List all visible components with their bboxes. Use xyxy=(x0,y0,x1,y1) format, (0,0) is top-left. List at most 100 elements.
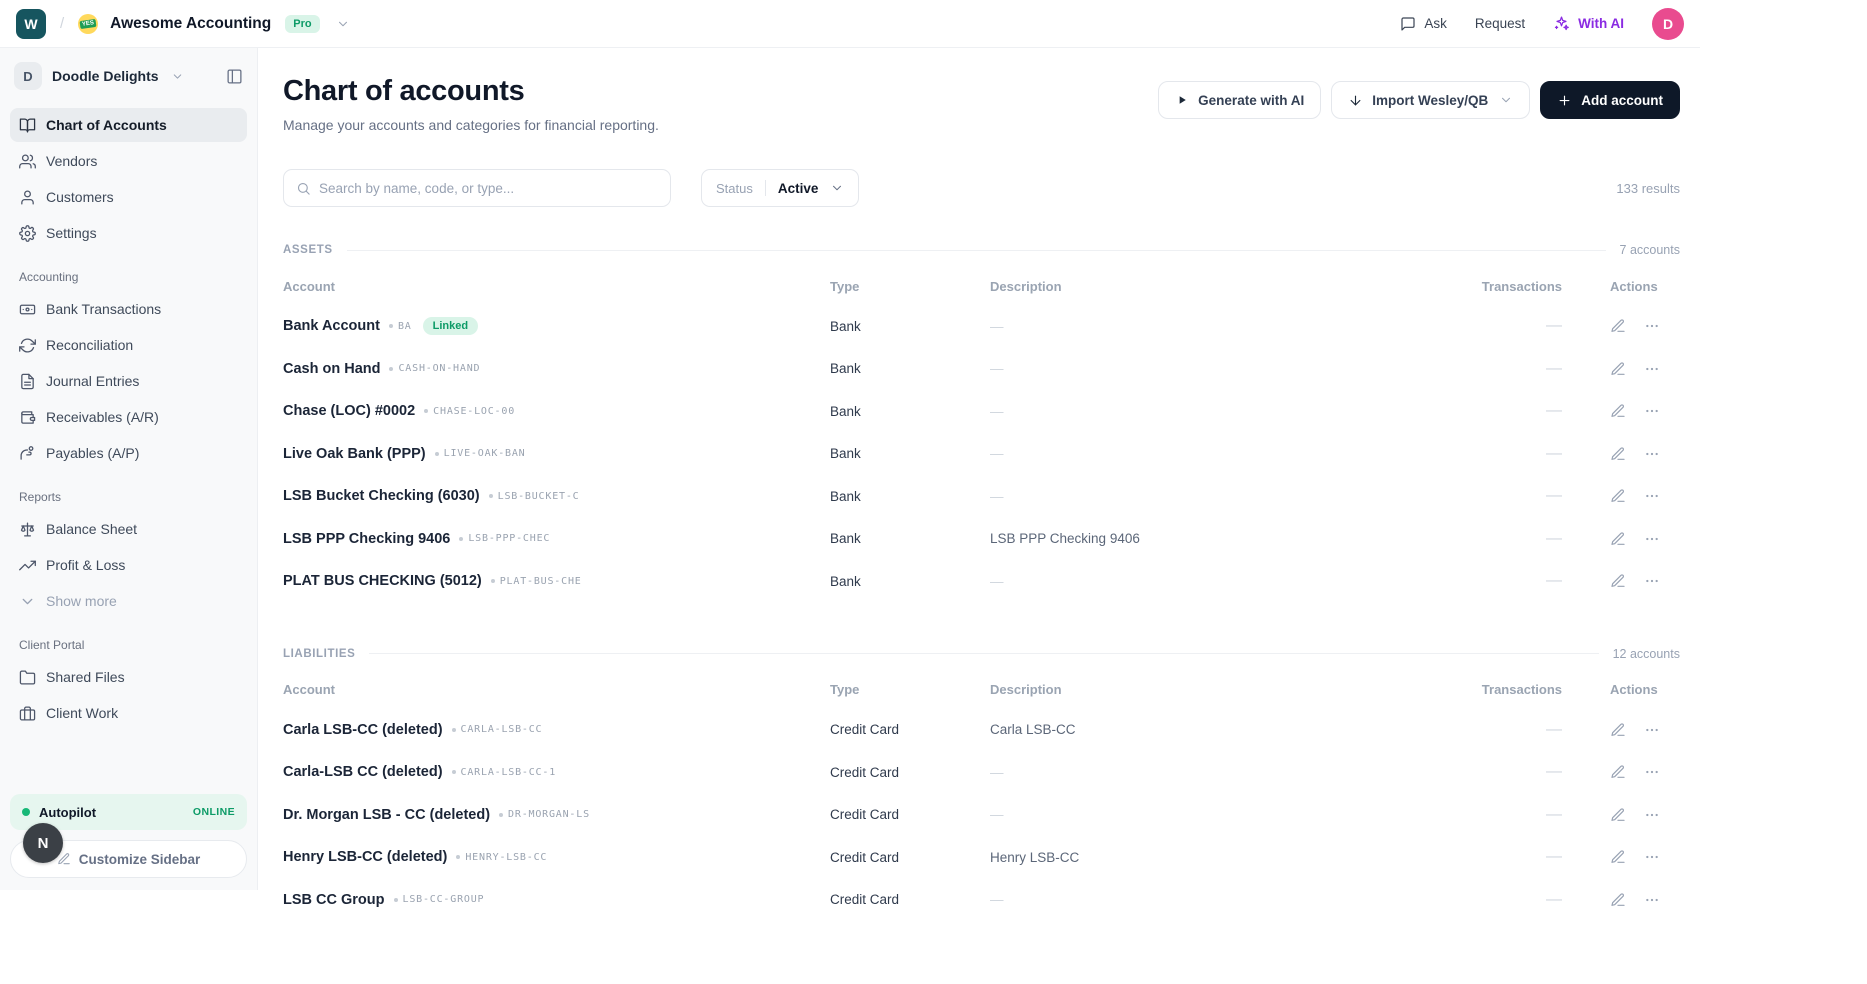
search-box[interactable] xyxy=(283,169,671,207)
bullet-icon xyxy=(388,324,393,329)
account-transactions: — xyxy=(1546,890,1562,908)
book-open-icon xyxy=(19,117,36,134)
import-button[interactable]: Import Wesley/QB xyxy=(1331,81,1531,119)
sidebar-item-show-more[interactable]: Show more xyxy=(10,584,247,618)
account-row-dr-morgan-lsb-cc-deleted[interactable]: Dr. Morgan LSB - CC (deleted) DR-MORGAN-L… xyxy=(283,794,1680,837)
account-row-plat-bus-checking-5012[interactable]: PLAT BUS CHECKING (5012) PLAT-BUS-CHE Bank… xyxy=(283,560,1680,603)
column-header-transactions: Transactions xyxy=(1481,278,1562,294)
account-row-lsb-bucket-checking-6030[interactable]: LSB Bucket Checking (6030) LSB-BUCKET-C Ba… xyxy=(283,475,1680,518)
more-options-icon[interactable] xyxy=(1644,849,1660,865)
chat-icon xyxy=(1400,16,1416,32)
sidebar-item-reconciliation[interactable]: Reconciliation xyxy=(10,328,247,362)
section-name: ASSETS xyxy=(283,244,333,256)
sidebar-item-label: Vendors xyxy=(46,153,98,169)
sidebar-item-payables-a-p[interactable]: Payables (A/P) xyxy=(10,436,247,470)
sidebar-item-settings[interactable]: Settings xyxy=(10,216,247,250)
collapse-sidebar-icon[interactable] xyxy=(226,68,243,85)
row-actions xyxy=(1590,722,1680,738)
account-row-carla-lsb-cc-deleted[interactable]: Carla LSB-CC (deleted) CARLA-LSB-CC Credit… xyxy=(283,709,1680,752)
more-options-icon[interactable] xyxy=(1644,403,1660,419)
account-row-bank-account[interactable]: Bank Account BA Linked Bank — — xyxy=(283,305,1680,348)
account-row-carla-lsb-cc-deleted[interactable]: Carla-LSB CC (deleted) CARLA-LSB-CC-1 Cred… xyxy=(283,751,1680,794)
edit-icon[interactable] xyxy=(1610,892,1626,908)
edit-icon[interactable] xyxy=(1610,361,1626,377)
topbar-left: W / YES Awesome Accounting Pro xyxy=(16,8,350,39)
edit-icon[interactable] xyxy=(1610,488,1626,504)
account-row-cash-on-hand[interactable]: Cash on Hand CASH-ON-HAND Bank — — xyxy=(283,348,1680,391)
sidebar-item-label: Journal Entries xyxy=(46,373,140,389)
more-options-icon[interactable] xyxy=(1644,361,1660,377)
account-row-henry-lsb-cc-deleted[interactable]: Henry LSB-CC (deleted) HENRY-LSB-CC Credit… xyxy=(283,836,1680,879)
sidebar-item-balance-sheet[interactable]: Balance Sheet xyxy=(10,512,247,546)
hand-coins-icon xyxy=(19,445,36,462)
accounts-section-assets: ASSETS 7 accounts Account Type Description Tr… xyxy=(283,243,1680,603)
more-options-icon[interactable] xyxy=(1644,807,1660,823)
edit-icon[interactable] xyxy=(1610,573,1626,589)
more-options-icon[interactable] xyxy=(1644,764,1660,780)
account-row-lsb-ppp-checking-9406[interactable]: LSB PPP Checking 9406 LSB-PPP-CHEC Bank LSB… xyxy=(283,518,1680,561)
table-header-row: Account Type Description Transactions Action… xyxy=(283,267,1680,305)
account-row-chase-loc-0002[interactable]: Chase (LOC) #0002 CHASE-LOC-00 Bank — — xyxy=(283,390,1680,433)
sidebar-item-vendors[interactable]: Vendors xyxy=(10,144,247,178)
customize-sidebar-button[interactable]: N Customize Sidebar xyxy=(10,823,247,878)
more-options-icon[interactable] xyxy=(1644,318,1660,334)
sidebar-section-client-portal: Client Portal xyxy=(19,638,85,652)
account-type: Credit Card xyxy=(830,764,900,780)
customize-sidebar-label: Customize Sidebar xyxy=(78,851,201,867)
sidebar-item-customers[interactable]: Customers xyxy=(10,180,247,214)
account-name: Chase (LOC) #0002 xyxy=(283,403,416,420)
sidebar-item-profit-loss[interactable]: Profit & Loss xyxy=(10,548,247,582)
edit-icon[interactable] xyxy=(1610,764,1626,780)
sidebar-section-accounting: Accounting xyxy=(19,270,79,284)
account-name: Carla-LSB CC (deleted) xyxy=(283,764,443,781)
account-description: Carla LSB-CC xyxy=(990,722,1076,738)
header-buttons: Generate with AI Import Wesley/QB Add ac… xyxy=(1158,81,1680,119)
more-options-icon[interactable] xyxy=(1644,892,1660,908)
sidebar-item-journal-entries[interactable]: Journal Entries xyxy=(10,364,247,398)
gear-icon xyxy=(19,224,36,242)
sidebar-item-label: Customers xyxy=(46,189,114,205)
plus-icon xyxy=(1557,93,1572,108)
folder-icon xyxy=(19,669,36,686)
with-ai-button[interactable]: With AI xyxy=(1553,15,1624,32)
sidebar-item-chart-of-accounts[interactable]: Chart of Accounts xyxy=(10,108,247,142)
edit-icon[interactable] xyxy=(1610,318,1626,334)
account-transactions: — xyxy=(1546,317,1562,335)
account-row-live-oak-bank-ppp[interactable]: Live Oak Bank (PPP) LIVE-OAK-BAN Bank — — xyxy=(283,433,1680,476)
sidebar-item-receivables-a-r[interactable]: Receivables (A/R) xyxy=(10,400,247,434)
chevron-down-icon[interactable] xyxy=(336,17,350,31)
account-row-lsb-cc-group[interactable]: LSB CC Group LSB-CC-GROUP Credit Card — — xyxy=(283,879,1680,922)
account-type: Bank xyxy=(830,573,861,589)
status-filter[interactable]: Status Active xyxy=(701,169,860,207)
more-options-icon[interactable] xyxy=(1644,488,1660,504)
request-label: Request xyxy=(1474,16,1526,31)
app-title[interactable]: Awesome Accounting xyxy=(110,14,272,32)
edit-icon[interactable] xyxy=(1610,849,1626,865)
account-transactions: — xyxy=(1546,720,1562,738)
generate-with-ai-button[interactable]: Generate with AI xyxy=(1158,81,1322,119)
ask-button[interactable]: Ask xyxy=(1400,16,1447,32)
sidebar-item-bank-transactions[interactable]: Bank Transactions xyxy=(10,292,247,326)
sidebar-item-client-work[interactable]: Client Work xyxy=(10,696,247,730)
sidebar-item-shared-files[interactable]: Shared Files xyxy=(10,660,247,694)
edit-icon[interactable] xyxy=(1610,446,1626,462)
edit-icon[interactable] xyxy=(1610,403,1626,419)
more-options-icon[interactable] xyxy=(1644,531,1660,547)
more-options-icon[interactable] xyxy=(1644,722,1660,738)
more-options-icon[interactable] xyxy=(1644,573,1660,589)
search-input[interactable] xyxy=(319,180,658,196)
edit-icon[interactable] xyxy=(1610,531,1626,547)
section-header: ASSETS 7 accounts xyxy=(283,243,1680,257)
workspace-logo[interactable]: W xyxy=(16,8,46,39)
sidebar: D Doodle Delights Chart of Accounts Vendo… xyxy=(0,48,258,890)
request-button[interactable]: Request xyxy=(1475,16,1525,31)
bullet-icon xyxy=(459,536,464,541)
table-header-row: Account Type Description Transactions Action… xyxy=(283,671,1680,709)
user-avatar[interactable]: D xyxy=(1652,7,1684,40)
briefcase-icon xyxy=(19,705,36,722)
more-options-icon[interactable] xyxy=(1644,446,1660,462)
edit-icon[interactable] xyxy=(1610,807,1626,823)
edit-icon[interactable] xyxy=(1610,722,1626,738)
org-switcher[interactable]: D Doodle Delights xyxy=(10,62,247,90)
add-account-button[interactable]: Add account xyxy=(1540,81,1680,119)
